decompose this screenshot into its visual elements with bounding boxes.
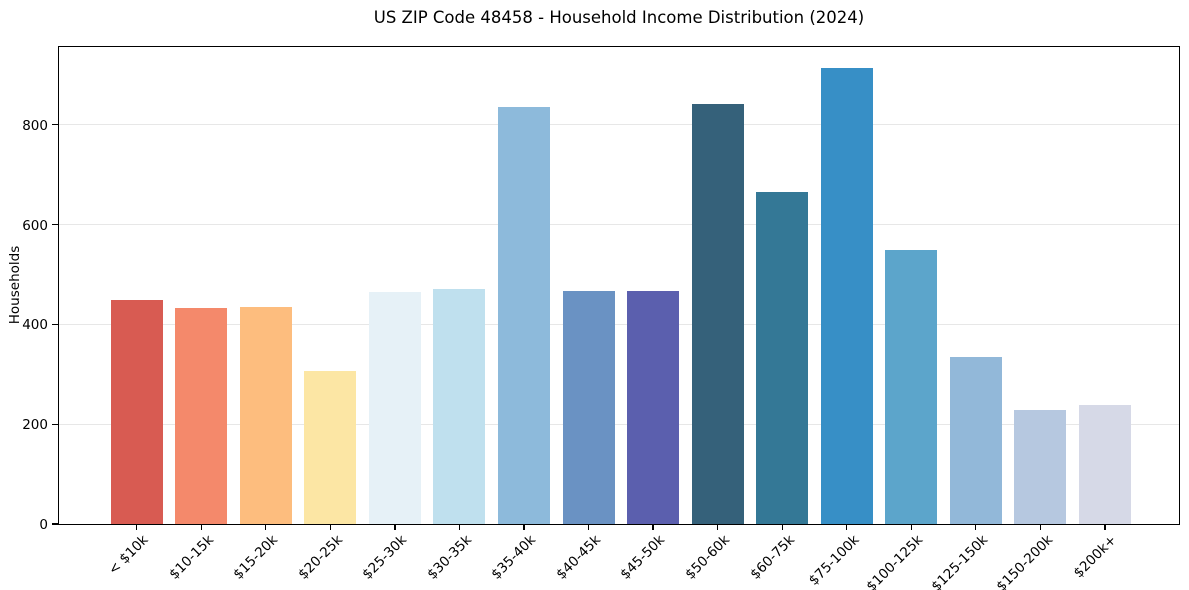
y-tick-label: 800 xyxy=(22,117,48,134)
bar xyxy=(885,250,938,524)
bar xyxy=(498,106,550,524)
bar xyxy=(949,356,1002,524)
x-tick-mark xyxy=(200,524,202,530)
x-tick-label: $75-100k xyxy=(805,532,863,589)
x-tick-label: $50-60k xyxy=(682,532,733,583)
x-tick-label: $35-40k xyxy=(488,532,540,583)
y-tick-mark xyxy=(52,523,58,525)
bar xyxy=(562,291,615,524)
bar xyxy=(691,104,744,524)
x-tick-mark xyxy=(458,524,461,530)
x-tick-label: $60-75k xyxy=(746,532,798,583)
x-tick-mark xyxy=(846,524,848,530)
x-tick-label: $100-125k xyxy=(863,532,927,590)
x-tick-mark xyxy=(136,524,138,530)
y-tick-mark xyxy=(52,124,58,126)
x-tick-label: $40-45k xyxy=(553,532,604,583)
bar xyxy=(239,307,292,524)
plot-area: 0 200 400 600 800 < $10k $10-15k $15-20k $20-25k… xyxy=(22,46,1180,590)
gridline xyxy=(59,224,1179,226)
x-tick-label: $20-25k xyxy=(294,532,346,583)
bar xyxy=(1014,410,1067,524)
x-tick-mark xyxy=(587,524,590,530)
bar xyxy=(304,370,357,524)
x-tick-mark xyxy=(717,524,719,530)
x-tick-mark xyxy=(1039,524,1042,530)
x-tick-mark xyxy=(975,524,977,530)
x-tick-mark xyxy=(394,524,396,530)
y-tick-mark xyxy=(52,423,58,425)
x-tick-label: $25-30k xyxy=(359,532,411,583)
x-tick-label: $200k+ xyxy=(1071,532,1121,582)
x-tick-label: $10-15k xyxy=(165,532,217,583)
bar xyxy=(627,290,680,524)
x-tick-label: $125-150k xyxy=(928,532,992,590)
y-tick-label: 0 xyxy=(39,517,48,533)
x-tick-label: $30-35k xyxy=(424,532,475,583)
y-tick-mark xyxy=(52,323,58,326)
bar xyxy=(433,289,486,524)
x-tick-mark xyxy=(265,524,267,530)
y-tick-label: 400 xyxy=(22,317,48,334)
gridline xyxy=(59,124,1179,126)
y-tick-label: 600 xyxy=(22,217,48,234)
bar xyxy=(820,67,873,524)
bar xyxy=(756,191,809,524)
bar xyxy=(175,308,228,524)
y-tick-label: 200 xyxy=(22,417,48,434)
gridline xyxy=(59,323,1179,325)
bar xyxy=(1078,405,1131,524)
x-tick-mark xyxy=(329,524,331,530)
x-tick-mark xyxy=(910,524,912,530)
chart-title: US ZIP Code 48458 - Household Income Dis… xyxy=(373,8,865,27)
x-tick-mark xyxy=(781,524,783,530)
gridline xyxy=(59,423,1179,425)
x-tick-label: $15-20k xyxy=(230,532,282,583)
x-tick-mark xyxy=(1104,524,1106,530)
x-tick-label: $45-50k xyxy=(617,532,669,583)
x-tick-label: < $10k xyxy=(105,532,153,579)
bar xyxy=(368,291,421,524)
y-axis-label: Households xyxy=(7,245,23,325)
y-tick-mark xyxy=(52,223,58,226)
x-tick-mark xyxy=(652,524,654,530)
x-tick-mark xyxy=(523,524,525,530)
x-tick-label: $150-200k xyxy=(992,532,1056,590)
bar xyxy=(110,300,163,524)
